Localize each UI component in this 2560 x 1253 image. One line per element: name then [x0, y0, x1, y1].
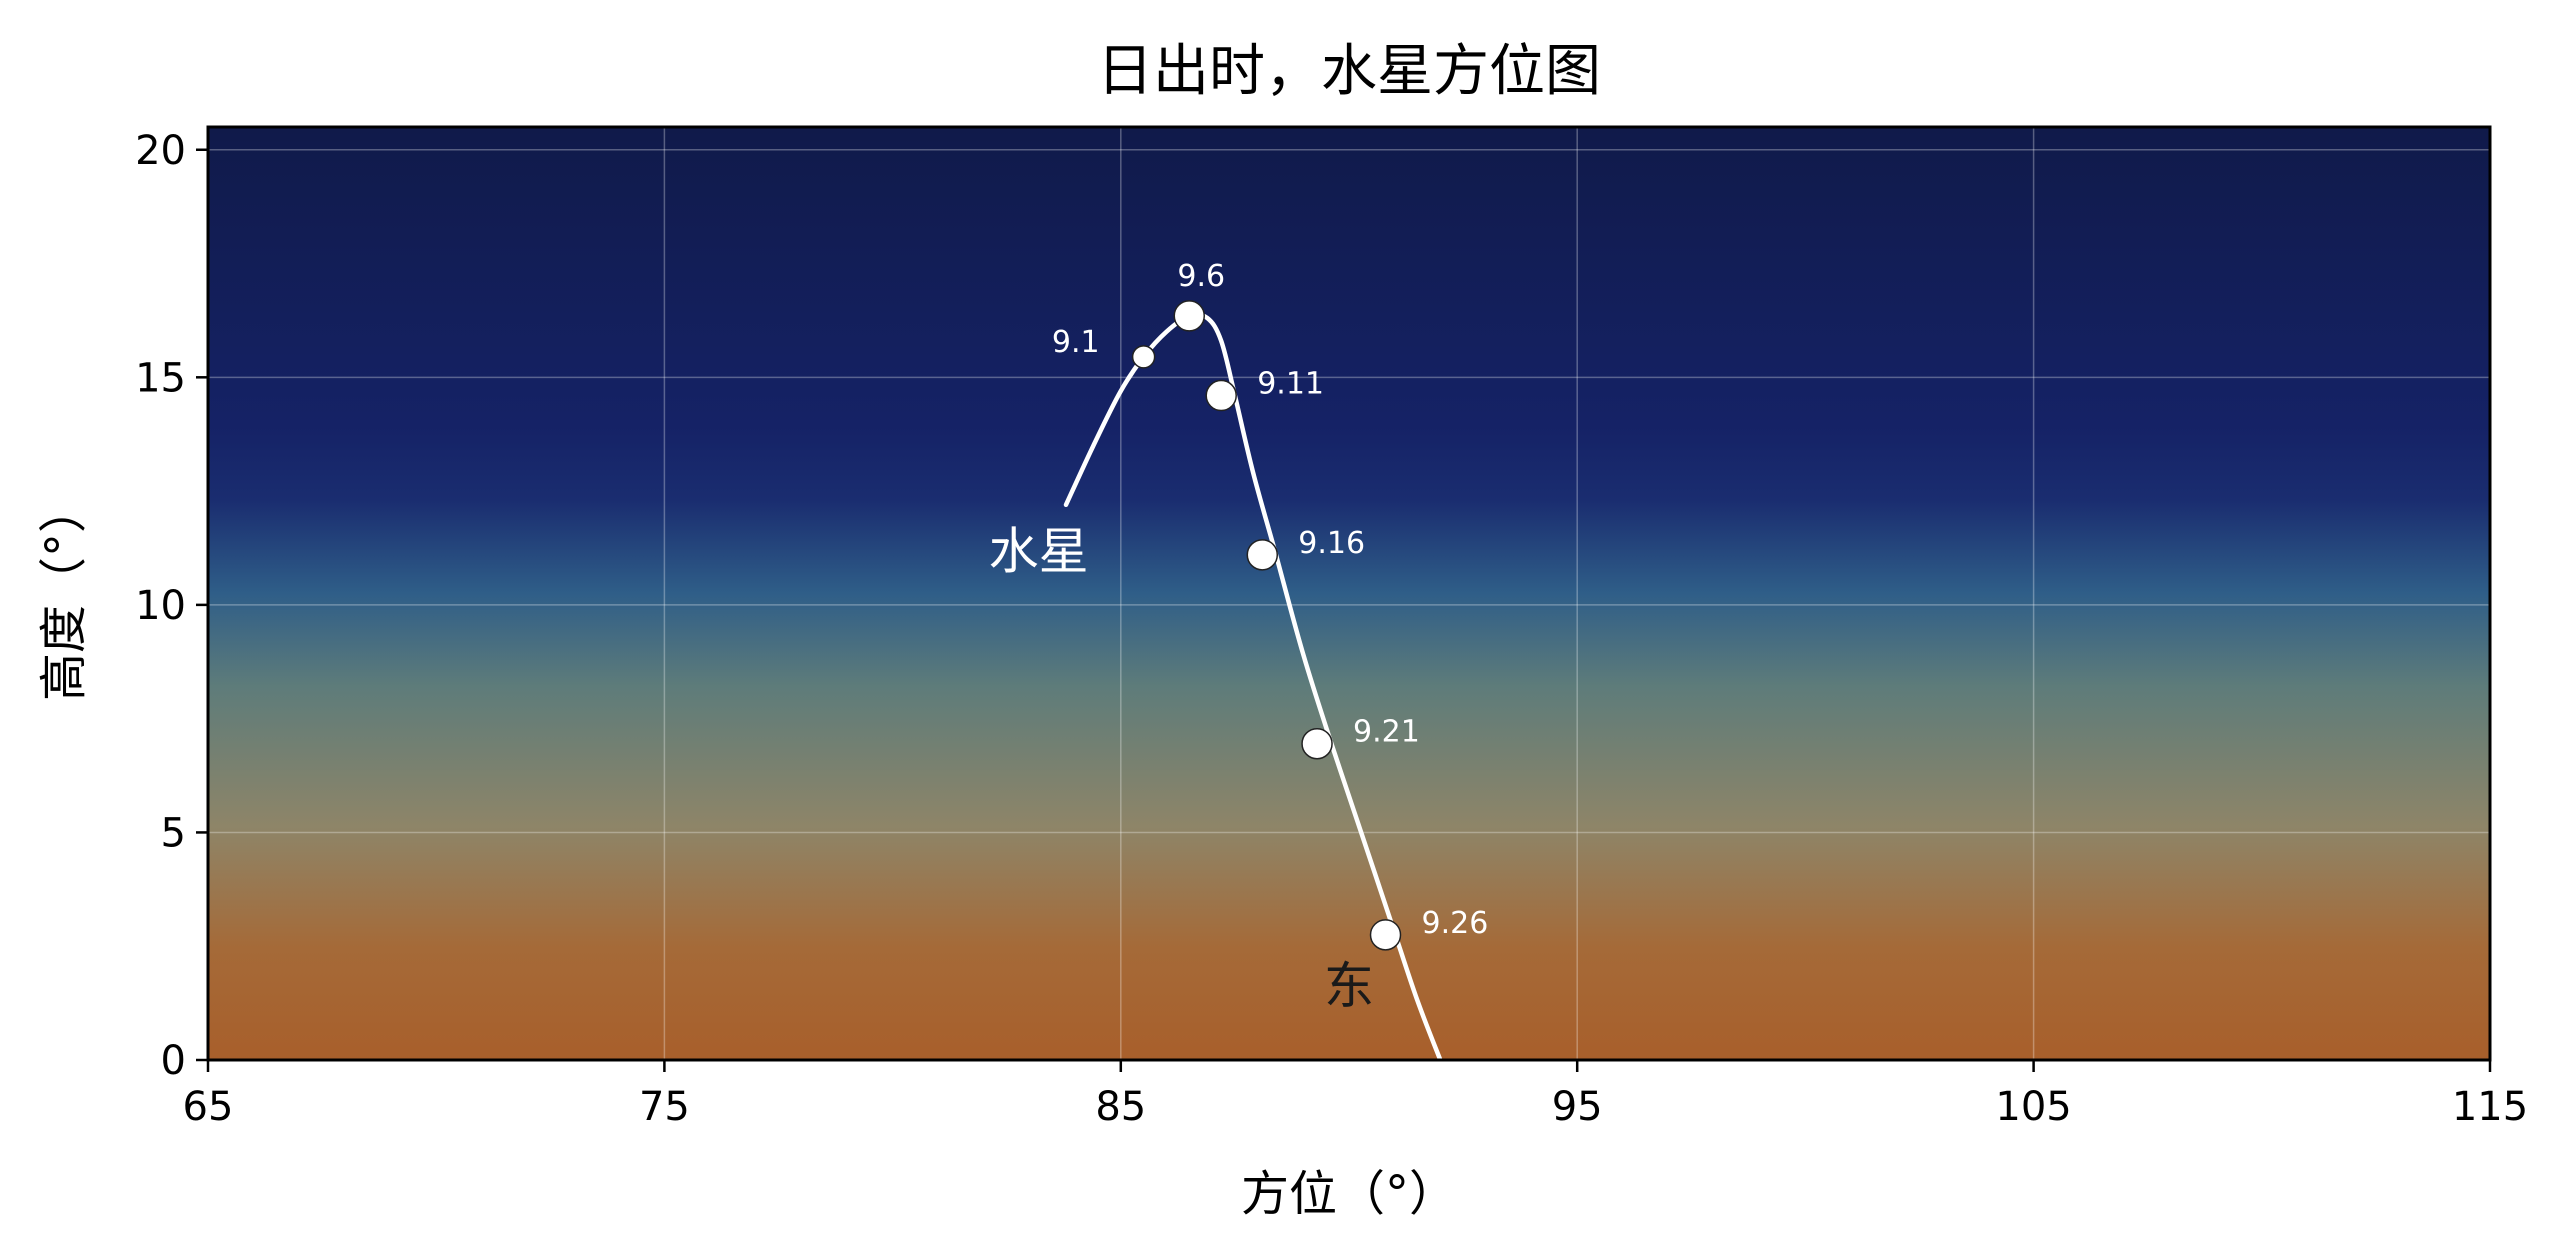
data-point-label: 9.16 [1298, 526, 1365, 561]
x-tick-label: 105 [1995, 1084, 2071, 1130]
axis-ticks: 65 75 85 95 105 115 0 5 10 15 20 [135, 128, 2528, 1130]
chart-title: 日出时，水星方位图 [1097, 39, 1601, 104]
y-axis-label: 高度（°） [36, 485, 92, 701]
chart-annotation: 水星 [989, 522, 1089, 580]
data-point-label: 9.1 [1052, 325, 1100, 360]
data-point-label: 9.26 [1422, 906, 1489, 941]
x-axis-label: 方位（°） [1241, 1166, 1457, 1222]
plot-frame [206, 125, 2492, 1062]
data-point-label: 9.21 [1353, 715, 1420, 750]
chart-annotation: 东 [1324, 957, 1374, 1015]
y-tick-label: 15 [135, 355, 186, 401]
x-tick-label: 65 [183, 1084, 234, 1130]
y-tick-label: 10 [135, 583, 186, 629]
x-tick-label: 95 [1552, 1084, 1603, 1130]
y-tick-label: 20 [135, 128, 186, 174]
data-point-label: 9.11 [1257, 367, 1324, 402]
data-point-marker [1301, 727, 1333, 760]
annotation-layer: 水星东 [989, 522, 1374, 1015]
x-tick-label: 85 [1095, 1084, 1146, 1130]
data-point-label: 9.6 [1177, 259, 1225, 294]
data-point-marker [1131, 345, 1156, 369]
marker-layer: 9.1 9.6 9.11 9.16 9.21 9.26 [1052, 259, 1489, 951]
y-tick-label: 0 [161, 1038, 186, 1084]
data-point-marker [1246, 539, 1279, 571]
y-tick-label: 5 [161, 810, 186, 856]
data-point-marker [1205, 379, 1237, 412]
data-point-marker [1369, 919, 1402, 951]
data-point-marker [1173, 300, 1206, 332]
x-tick-label: 75 [639, 1084, 690, 1130]
plot-background [208, 127, 2490, 1060]
x-tick-label: 115 [2452, 1084, 2528, 1130]
